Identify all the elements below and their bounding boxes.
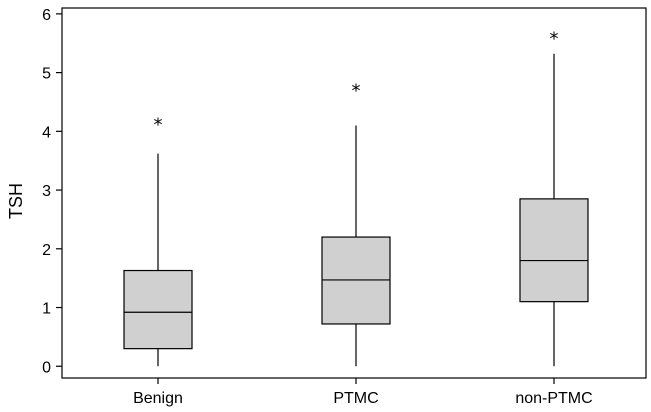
plot-area bbox=[61, 7, 647, 379]
y-tick-label: 4 bbox=[42, 124, 51, 141]
x-axis: Benign PTMC non-PTMC bbox=[133, 378, 593, 407]
y-tick-label: 2 bbox=[42, 242, 51, 259]
y-tick-label: 3 bbox=[42, 183, 51, 200]
x-tick-label: non-PTMC bbox=[515, 390, 592, 407]
outlier-marker: * bbox=[550, 29, 559, 50]
y-tick-label: 0 bbox=[42, 359, 51, 376]
boxes-group: * * * bbox=[123, 29, 589, 367]
y-tick-label: 6 bbox=[42, 7, 51, 24]
y-axis: 0 1 2 3 4 5 6 bbox=[42, 7, 62, 376]
iqr-box bbox=[123, 269, 193, 350]
x-tick-label: PTMC bbox=[333, 390, 378, 407]
y-tick-label: 5 bbox=[42, 66, 51, 83]
box-non-ptmc: * bbox=[519, 29, 589, 367]
y-tick-label: 1 bbox=[42, 301, 51, 318]
y-axis-title: TSH bbox=[6, 183, 26, 219]
iqr-box bbox=[519, 198, 589, 303]
outlier-marker: * bbox=[352, 80, 361, 101]
x-tick-label: Benign bbox=[133, 390, 183, 407]
plot-frame bbox=[61, 7, 647, 379]
box-benign: * bbox=[123, 114, 193, 367]
outlier-marker: * bbox=[154, 114, 163, 135]
box-ptmc: * bbox=[321, 80, 391, 367]
